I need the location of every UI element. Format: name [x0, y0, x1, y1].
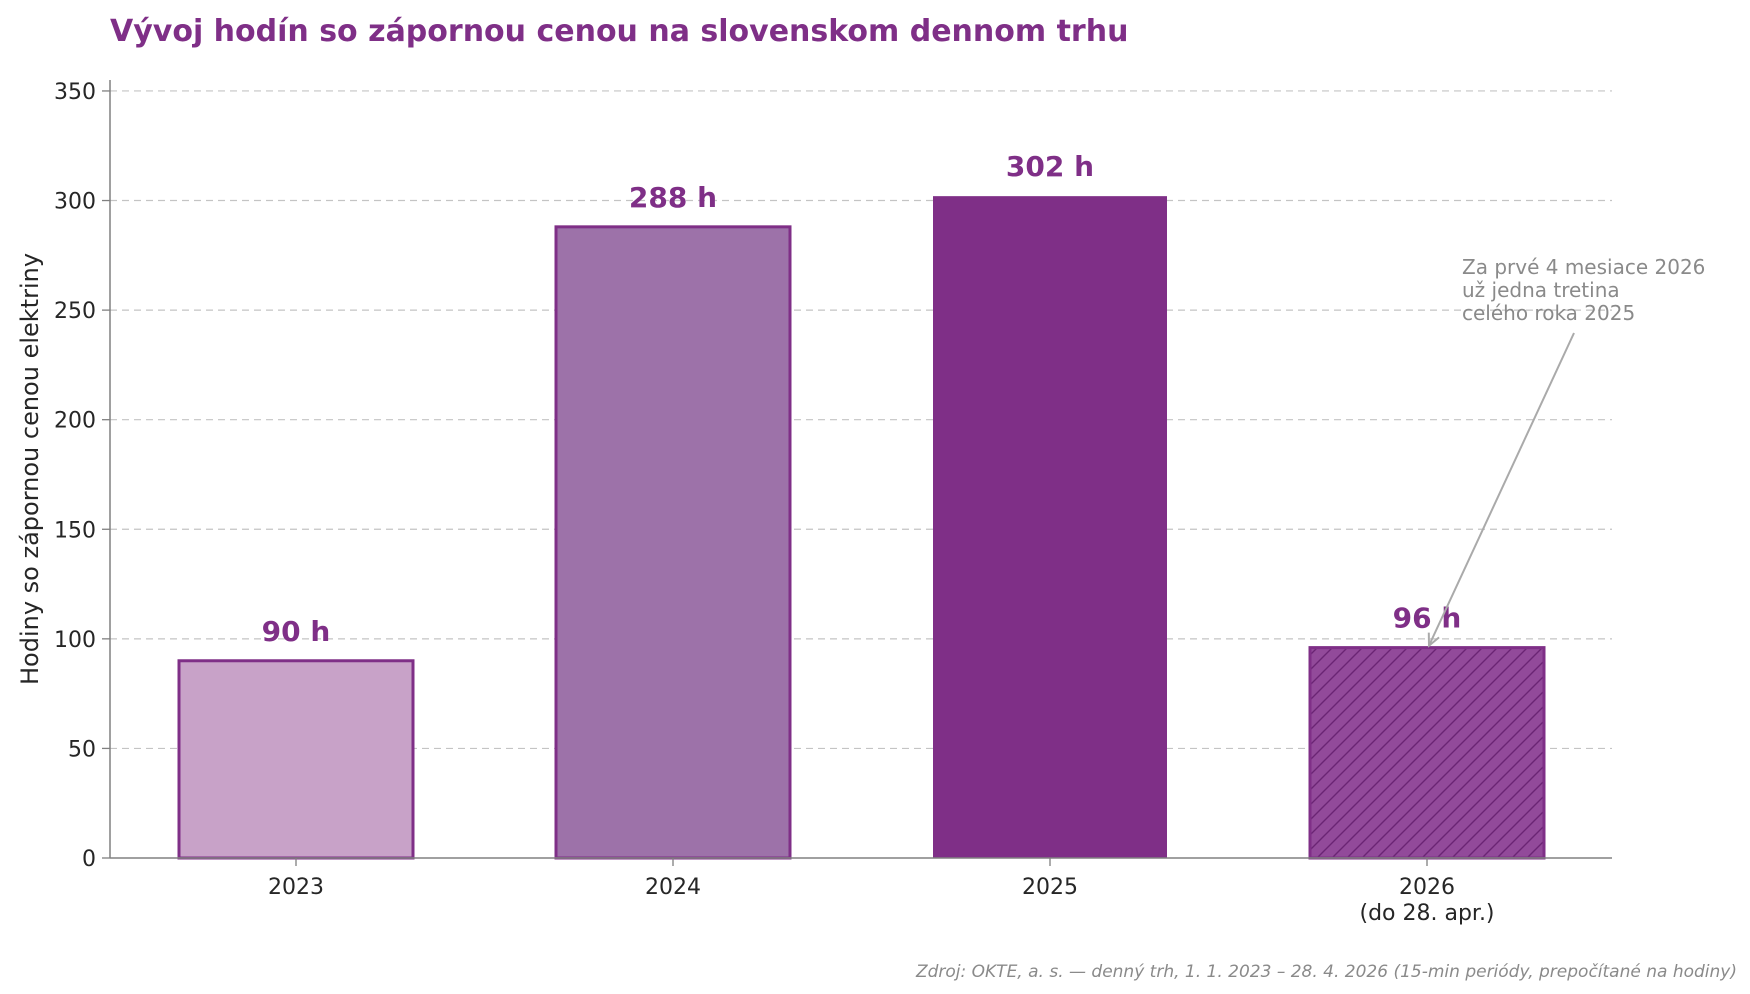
annotation-text-line: celého roka 2025 [1462, 301, 1635, 325]
y-tick-labels: 0 50 100 150 200 250 300 350 [54, 80, 110, 872]
y-tick-label: 50 [68, 737, 96, 762]
y-tick-label: 100 [54, 628, 96, 653]
x-tick-labels: 2023 2024 2025 2026(do 28. apr.) [268, 858, 1495, 926]
y-axis-label: Hodiny so zápornou cenou elektriny [16, 253, 44, 685]
annotation-arrow-line [1428, 332, 1575, 647]
bar-hatch-2026 [1311, 649, 1543, 857]
y-tick-label: 150 [54, 518, 96, 543]
data-label-2025: 302 h [1006, 150, 1094, 183]
chart-title: Vývoj hodín so zápornou cenou na slovens… [110, 14, 1128, 49]
bar-2024 [554, 225, 792, 860]
x-tick-label-2024: 2024 [645, 875, 701, 900]
x-tick-label-2026: 2026 [1399, 875, 1455, 900]
annotation-text-line: už jedna tretina [1462, 278, 1620, 302]
axes [109, 80, 1612, 859]
x-tick-label-2023: 2023 [268, 875, 324, 900]
source-note: Zdroj: OKTE, a. s. — denný trh, 1. 1. 20… [915, 962, 1737, 982]
annotation-text-line: Za prvé 4 mesiace 2026 [1462, 255, 1705, 279]
bars [177, 196, 1546, 860]
data-label-2023: 90 h [262, 615, 331, 648]
y-tick-label: 0 [82, 847, 96, 872]
y-tick-label: 200 [54, 409, 96, 434]
y-tick-label: 250 [54, 299, 96, 324]
annotation-arrow-head [1427, 632, 1440, 648]
bar-2025 [933, 196, 1167, 859]
data-label-2024: 288 h [629, 181, 717, 214]
bar-2023 [177, 659, 415, 860]
x-tick-label-2025: 2025 [1022, 875, 1078, 900]
x-tick-sublabel-2026: (do 28. apr.) [1359, 901, 1494, 926]
data-label-2026: 96 h [1393, 602, 1462, 635]
y-tick-label: 300 [54, 190, 96, 215]
y-tick-label: 350 [54, 80, 96, 105]
data-labels: 90 h 288 h 302 h 96 h [262, 150, 1462, 648]
